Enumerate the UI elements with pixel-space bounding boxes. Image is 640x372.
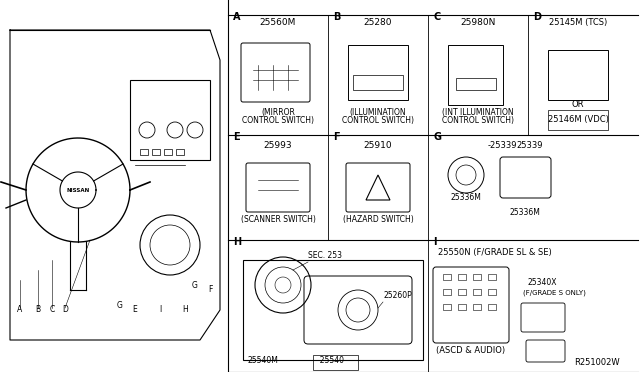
Text: A: A — [17, 305, 22, 314]
Text: 25910: 25910 — [364, 141, 392, 150]
Text: B: B — [35, 305, 40, 314]
Text: B: B — [333, 12, 340, 22]
Text: C: C — [433, 12, 440, 22]
Text: F: F — [333, 132, 340, 142]
Bar — [488, 304, 496, 310]
Bar — [176, 149, 184, 155]
Bar — [473, 289, 481, 295]
Text: 25550N (F/GRADE SL & SE): 25550N (F/GRADE SL & SE) — [438, 248, 552, 257]
Text: -25540: -25540 — [318, 356, 345, 365]
Bar — [548, 50, 608, 100]
Bar — [488, 274, 496, 280]
Bar — [443, 304, 451, 310]
Text: H: H — [233, 237, 241, 247]
Text: OR: OR — [572, 100, 584, 109]
Text: F: F — [208, 285, 212, 295]
Text: (MIRROR: (MIRROR — [261, 108, 295, 117]
Text: G: G — [433, 132, 441, 142]
Text: (INT ILLUMINATION: (INT ILLUMINATION — [442, 108, 514, 117]
Text: 25260P: 25260P — [383, 291, 412, 300]
Text: 25336M: 25336M — [509, 208, 540, 217]
Text: (ASCD & AUDIO): (ASCD & AUDIO) — [436, 346, 506, 355]
Text: E: E — [233, 132, 239, 142]
Bar — [458, 289, 466, 295]
Bar — [473, 304, 481, 310]
Text: (F/GRADE S ONLY): (F/GRADE S ONLY) — [523, 290, 586, 296]
Bar — [448, 45, 503, 105]
Text: CONTROL SWITCH): CONTROL SWITCH) — [242, 116, 314, 125]
Text: -25339: -25339 — [488, 141, 518, 150]
Text: D: D — [533, 12, 541, 22]
Text: E: E — [132, 305, 138, 314]
Bar — [243, 260, 423, 360]
Text: H: H — [182, 305, 188, 314]
Bar — [456, 78, 496, 90]
Bar — [348, 45, 408, 100]
Bar — [313, 355, 358, 370]
Bar — [353, 75, 403, 90]
Text: 25340X: 25340X — [528, 278, 557, 287]
Bar — [458, 304, 466, 310]
Text: C: C — [49, 305, 54, 314]
Bar — [443, 274, 451, 280]
Bar — [130, 80, 210, 160]
Text: 25280: 25280 — [364, 18, 392, 27]
Text: 25145M (TCS): 25145M (TCS) — [549, 18, 607, 27]
Text: NISSAN: NISSAN — [67, 187, 90, 192]
Text: 25540M: 25540M — [248, 356, 279, 365]
Bar — [458, 274, 466, 280]
Text: R251002W: R251002W — [574, 358, 620, 367]
Bar — [473, 274, 481, 280]
Text: (ILLUMINATION: (ILLUMINATION — [349, 108, 406, 117]
Bar — [140, 149, 148, 155]
Bar — [548, 110, 608, 130]
Text: 25560M: 25560M — [260, 18, 296, 27]
Text: G: G — [192, 280, 198, 289]
Text: 25980N: 25980N — [460, 18, 496, 27]
Text: 25993: 25993 — [264, 141, 292, 150]
Text: CONTROL SWITCH): CONTROL SWITCH) — [342, 116, 414, 125]
Text: 25339: 25339 — [516, 141, 543, 150]
Text: 25146M (VDC): 25146M (VDC) — [548, 115, 609, 124]
Bar — [152, 149, 160, 155]
Text: I: I — [433, 237, 436, 247]
Bar — [443, 289, 451, 295]
Text: CONTROL SWITCH): CONTROL SWITCH) — [442, 116, 514, 125]
Text: (HAZARD SWITCH): (HAZARD SWITCH) — [342, 215, 413, 224]
Text: I: I — [159, 305, 161, 314]
Text: D: D — [62, 305, 68, 314]
Text: SEC. 253: SEC. 253 — [308, 251, 342, 260]
Text: (SCANNER SWITCH): (SCANNER SWITCH) — [241, 215, 316, 224]
Text: A: A — [233, 12, 241, 22]
Text: 25336M: 25336M — [451, 193, 481, 202]
Text: G: G — [117, 301, 123, 310]
Bar — [164, 149, 172, 155]
Bar — [488, 289, 496, 295]
